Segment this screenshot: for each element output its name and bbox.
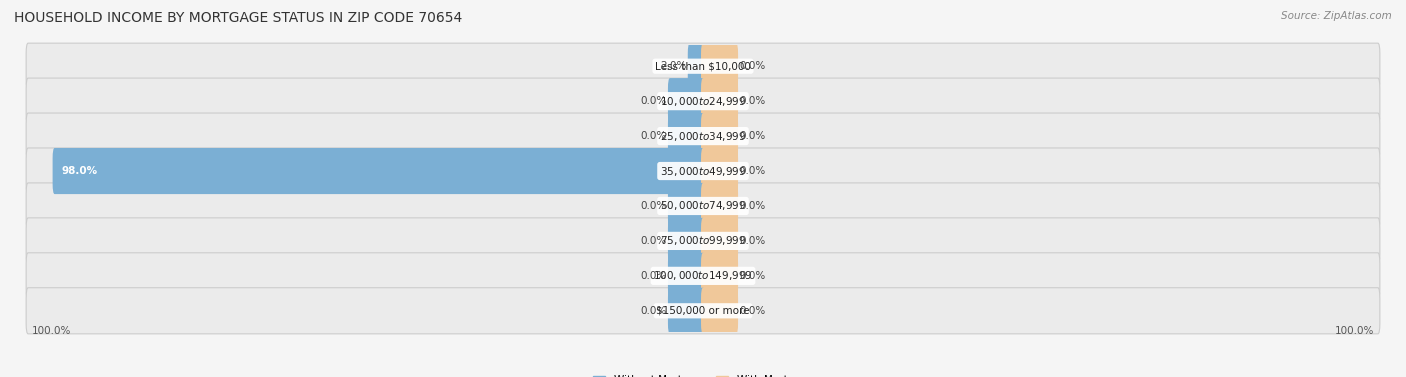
FancyBboxPatch shape <box>702 113 738 159</box>
FancyBboxPatch shape <box>702 78 738 124</box>
Text: 0.0%: 0.0% <box>640 236 666 246</box>
FancyBboxPatch shape <box>27 113 1379 159</box>
FancyBboxPatch shape <box>668 218 704 264</box>
FancyBboxPatch shape <box>702 218 738 264</box>
Text: Less than $10,000: Less than $10,000 <box>655 61 751 71</box>
Text: $150,000 or more: $150,000 or more <box>657 306 749 316</box>
FancyBboxPatch shape <box>702 288 738 334</box>
FancyBboxPatch shape <box>27 288 1379 334</box>
FancyBboxPatch shape <box>702 253 738 299</box>
FancyBboxPatch shape <box>27 183 1379 229</box>
FancyBboxPatch shape <box>702 43 738 89</box>
Legend: Without Mortgage, With Mortgage: Without Mortgage, With Mortgage <box>589 371 817 377</box>
FancyBboxPatch shape <box>668 183 704 229</box>
FancyBboxPatch shape <box>27 148 1379 194</box>
Text: 98.0%: 98.0% <box>62 166 97 176</box>
Text: 100.0%: 100.0% <box>31 326 70 336</box>
Text: $25,000 to $34,999: $25,000 to $34,999 <box>659 130 747 143</box>
FancyBboxPatch shape <box>702 183 738 229</box>
FancyBboxPatch shape <box>668 253 704 299</box>
Text: 0.0%: 0.0% <box>740 131 766 141</box>
Text: $50,000 to $74,999: $50,000 to $74,999 <box>659 199 747 213</box>
FancyBboxPatch shape <box>668 288 704 334</box>
Text: 0.0%: 0.0% <box>740 236 766 246</box>
Text: 0.0%: 0.0% <box>640 306 666 316</box>
FancyBboxPatch shape <box>702 148 738 194</box>
Text: $10,000 to $24,999: $10,000 to $24,999 <box>659 95 747 108</box>
Text: 0.0%: 0.0% <box>740 306 766 316</box>
Text: $75,000 to $99,999: $75,000 to $99,999 <box>659 234 747 247</box>
Text: 0.0%: 0.0% <box>640 96 666 106</box>
FancyBboxPatch shape <box>27 253 1379 299</box>
Text: 0.0%: 0.0% <box>740 166 766 176</box>
Text: 0.0%: 0.0% <box>740 201 766 211</box>
FancyBboxPatch shape <box>52 148 704 194</box>
FancyBboxPatch shape <box>668 78 704 124</box>
FancyBboxPatch shape <box>688 43 704 89</box>
Text: 100.0%: 100.0% <box>1336 326 1375 336</box>
Text: 2.0%: 2.0% <box>659 61 686 71</box>
Text: 0.0%: 0.0% <box>740 61 766 71</box>
Text: 0.0%: 0.0% <box>740 96 766 106</box>
Text: Source: ZipAtlas.com: Source: ZipAtlas.com <box>1281 11 1392 21</box>
Text: $35,000 to $49,999: $35,000 to $49,999 <box>659 164 747 178</box>
Text: 0.0%: 0.0% <box>640 131 666 141</box>
Text: $100,000 to $149,999: $100,000 to $149,999 <box>654 269 752 282</box>
Text: 0.0%: 0.0% <box>640 201 666 211</box>
FancyBboxPatch shape <box>27 78 1379 124</box>
FancyBboxPatch shape <box>27 218 1379 264</box>
Text: HOUSEHOLD INCOME BY MORTGAGE STATUS IN ZIP CODE 70654: HOUSEHOLD INCOME BY MORTGAGE STATUS IN Z… <box>14 11 463 25</box>
Text: 0.0%: 0.0% <box>640 271 666 281</box>
FancyBboxPatch shape <box>27 43 1379 89</box>
Text: 0.0%: 0.0% <box>740 271 766 281</box>
FancyBboxPatch shape <box>668 113 704 159</box>
